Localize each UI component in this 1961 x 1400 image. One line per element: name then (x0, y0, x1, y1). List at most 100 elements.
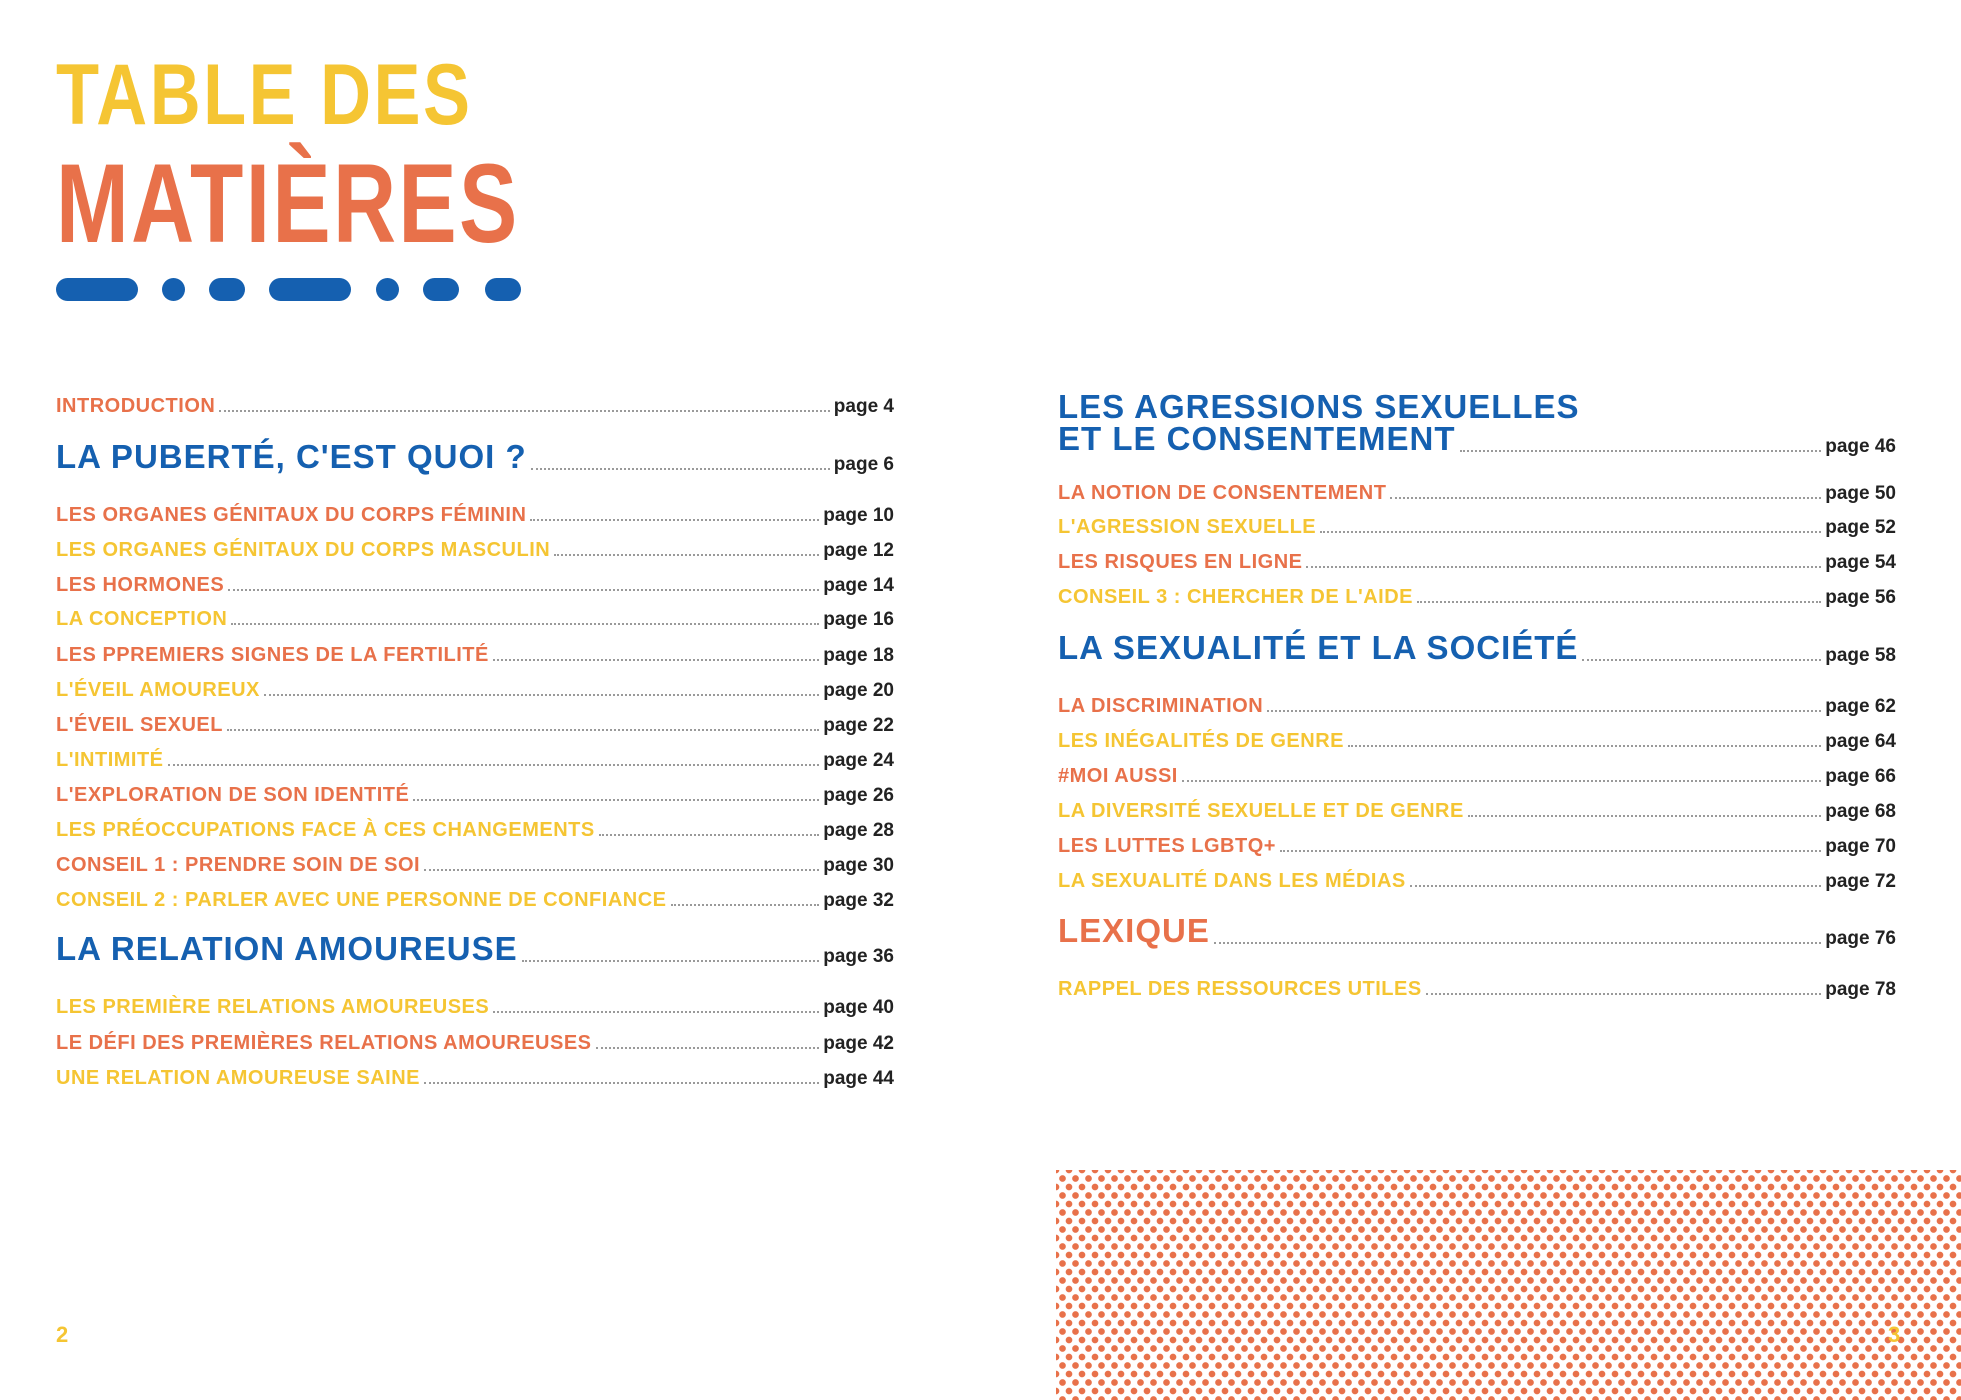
entry-page: page 62 (1825, 696, 1896, 717)
toc-entry[interactable]: LES LUTTES LGBTQ+ page 70 (1058, 828, 1896, 858)
toc-entry[interactable]: CONSEIL 2 : PARLER AVEC UNE PERSONNE DE … (56, 882, 894, 912)
entry-label: CONSEIL 1 : PRENDRE SOIN DE SOI (56, 854, 421, 876)
title-line-2: MATIÈRES (56, 141, 520, 266)
dot-leader (1181, 780, 1822, 782)
toc-entry[interactable]: LES INÉGALITÉS DE GENRE page 64 (1058, 723, 1896, 753)
entry-page: page 16 (823, 609, 894, 630)
dot-leader (1306, 566, 1822, 568)
dot-leader (1467, 815, 1822, 817)
dot-leader (1279, 850, 1822, 852)
entry-label: LES INÉGALITÉS DE GENRE (1058, 730, 1344, 752)
entry-label: LA SEXUALITÉ ET LA SOCIÉTÉ (1058, 629, 1579, 666)
toc-entry[interactable]: UNE RELATION AMOUREUSE SAINE page 44 (56, 1060, 894, 1090)
entry-label: LES HORMONES (56, 574, 225, 596)
dot-leader (598, 834, 820, 836)
dot-leader (521, 960, 820, 962)
toc-entry[interactable]: INTRODUCTION page 4 (56, 388, 894, 418)
dot-leader (424, 869, 820, 871)
entry-page: page 26 (823, 785, 894, 806)
toc-entry[interactable]: LES ORGANES GÉNITAUX DU CORPS MASCULIN pa… (56, 532, 894, 562)
entry-label: LA CONCEPTION (56, 608, 228, 630)
entry-page: page 4 (833, 396, 894, 417)
toc-entry[interactable]: L'ÉVEIL AMOUREUX page 20 (56, 672, 894, 702)
entry-page: page 68 (1825, 801, 1896, 822)
entry-page: page 78 (1825, 979, 1896, 1000)
toc-entry[interactable]: LA SEXUALITÉ DANS LES MÉDIAS page 72 (1058, 863, 1896, 893)
entry-label: LES ORGANES GÉNITAUX DU CORPS FÉMININ (56, 504, 527, 526)
toc-entry[interactable]: LES ORGANES GÉNITAUX DU CORPS FÉMININ pag… (56, 497, 894, 527)
entry-page: page 56 (1825, 587, 1896, 608)
toc-entry[interactable]: L'INTIMITÉ page 24 (56, 742, 894, 772)
entry-label: LA NOTION DE CONSENTEMENT (1058, 482, 1387, 504)
toc-entry[interactable]: L'AGRESSION SEXUELLE page 52 (1058, 509, 1896, 539)
dot-leader (554, 554, 820, 556)
toc-entry[interactable]: LA CONCEPTION page 16 (56, 601, 894, 631)
toc-entry[interactable]: L'ÉVEIL SEXUEL page 22 (56, 707, 894, 737)
entry-page: page 40 (823, 997, 894, 1018)
entry-page: page 28 (823, 820, 894, 841)
dot-leader (413, 799, 820, 801)
entry-label: L'AGRESSION SEXUELLE (1058, 516, 1317, 538)
dot-leader (530, 519, 820, 521)
dot-leader (167, 764, 820, 766)
dot-leader (493, 1011, 820, 1013)
entry-page: page 24 (823, 750, 894, 771)
entry-label: INTRODUCTION (56, 395, 216, 417)
toc-entry[interactable]: LE DÉFI DES PREMIÈRES RELATIONS AMOUREUS… (56, 1025, 894, 1055)
entry-label: LA DISCRIMINATION (1058, 695, 1264, 717)
entry-label: LEXIQUE (1058, 912, 1210, 949)
dot-leader (595, 1047, 820, 1049)
entry-page: page 20 (823, 680, 894, 701)
toc-entry[interactable]: LES HORMONES page 14 (56, 567, 894, 597)
entry-page: page 14 (823, 575, 894, 596)
entry-page: page 32 (823, 890, 894, 911)
entry-label: CONSEIL 2 : PARLER AVEC UNE PERSONNE DE … (56, 889, 667, 911)
entry-page: page 6 (833, 454, 894, 475)
dot-leader (1267, 710, 1822, 712)
toc-entry[interactable]: CONSEIL 3 : CHERCHER DE L'AIDE page 56 (1058, 579, 1896, 609)
entry-label: LA PUBERTÉ, C'EST QUOI ? (56, 438, 527, 475)
dot-leader (231, 623, 820, 625)
toc-entry[interactable]: LES PPREMIERS SIGNES DE LA FERTILITÉ page… (56, 637, 894, 667)
toc-section-heading[interactable]: LA SEXUALITÉ ET LA SOCIÉTÉ page 58 (1058, 629, 1896, 667)
toc-section-heading[interactable]: LA RELATION AMOUREUSE page 36 (56, 930, 894, 968)
entry-page: page 64 (1825, 731, 1896, 752)
toc-entry[interactable]: LES PREMIÈRE RELATIONS AMOUREUSES page 40 (56, 989, 894, 1019)
entry-page: page 22 (823, 715, 894, 736)
toc-entry[interactable]: LES RISQUES EN LIGNE page 54 (1058, 544, 1896, 574)
dot-leader (670, 904, 820, 906)
entry-label: LE DÉFI DES PREMIÈRES RELATIONS AMOUREUS… (56, 1032, 592, 1054)
toc-entry[interactable]: #MOI AUSSI page 66 (1058, 758, 1896, 788)
toc-entry[interactable]: LES PRÉOCCUPATIONS FACE À CES CHANGEMENT… (56, 812, 894, 842)
entry-page: page 30 (823, 855, 894, 876)
entry-page: page 12 (823, 540, 894, 561)
entry-label: ET LE CONSENTEMENT (1058, 420, 1456, 457)
toc-entry-heading[interactable]: ET LE CONSENTEMENT page 46 (1058, 420, 1896, 458)
toc-entry[interactable]: CONSEIL 1 : PRENDRE SOIN DE SOI page 30 (56, 847, 894, 877)
entry-label: #MOI AUSSI (1058, 765, 1178, 787)
entry-page: page 36 (823, 946, 894, 967)
page-number-badge (1876, 1046, 1918, 1088)
entry-page: page 76 (1825, 928, 1896, 949)
dot-leader (226, 729, 820, 731)
toc-section-heading[interactable]: LA PUBERTÉ, C'EST QUOI ? page 6 (56, 438, 894, 476)
toc-entry[interactable]: LA DISCRIMINATION page 62 (1058, 688, 1896, 718)
toc-section-heading[interactable]: LEXIQUE page 76 (1058, 912, 1896, 950)
entry-page: page 10 (823, 505, 894, 526)
dot-leader (1320, 531, 1822, 533)
entry-label: LES PRÉOCCUPATIONS FACE À CES CHANGEMENT… (56, 819, 595, 841)
dot-leader (219, 410, 830, 412)
entry-label: LES LUTTES LGBTQ+ (1058, 835, 1276, 857)
entry-label: L'ÉVEIL AMOUREUX (56, 679, 260, 701)
entry-label: L'INTIMITÉ (56, 749, 164, 771)
dot-pattern-decoration (1056, 1170, 1961, 1400)
toc-entry[interactable]: RAPPEL DES RESSOURCES UTILES page 78 (1058, 971, 1896, 1001)
toc-entry[interactable]: LA NOTION DE CONSENTEMENT page 50 (1058, 475, 1896, 505)
page-number-right: 3 (1888, 1322, 1901, 1347)
toc-entry[interactable]: LA DIVERSITÉ SEXUELLE ET DE GENRE page 68 (1058, 793, 1896, 823)
toc-entry[interactable]: L'EXPLORATION DE SON IDENTITÉ page 26 (56, 777, 894, 807)
entry-label: CONSEIL 3 : CHERCHER DE L'AIDE (1058, 586, 1413, 608)
entry-label: L'ÉVEIL SEXUEL (56, 714, 223, 736)
entry-label: RAPPEL DES RESSOURCES UTILES (1058, 978, 1422, 1000)
dot-leader (492, 659, 820, 661)
